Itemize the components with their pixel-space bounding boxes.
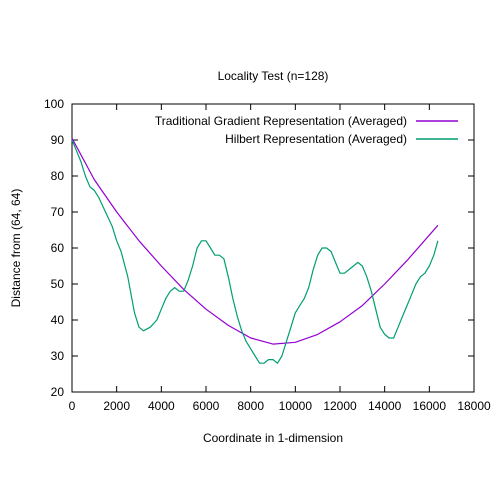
- y-tick-label: 20: [51, 385, 65, 399]
- x-tick-label: 16000: [413, 399, 447, 413]
- y-tick-label: 40: [51, 313, 65, 327]
- y-tick-label: 70: [51, 205, 65, 219]
- y-tick-label: 100: [44, 97, 64, 111]
- y-tick-label: 90: [51, 133, 65, 147]
- legend: Traditional Gradient Representation (Ave…: [155, 114, 458, 146]
- x-axis-label: Coordinate in 1-dimension: [203, 431, 343, 445]
- y-tick-label: 30: [51, 349, 65, 363]
- plot-frame: [71, 103, 475, 393]
- series-line-hilbert: [71, 139, 439, 364]
- x-tick-label: 2000: [103, 399, 130, 413]
- legend-label: Traditional Gradient Representation (Ave…: [155, 114, 407, 128]
- axis-ticks: 0 2000 4000 6000 8000 10000 12000 14000 16000 180…: [44, 97, 491, 413]
- x-tick-label: 18000: [457, 399, 491, 413]
- x-tick-label: 14000: [368, 399, 402, 413]
- series-line-traditional: [71, 137, 439, 345]
- x-tick-label: 8000: [237, 399, 264, 413]
- x-tick-label: 4000: [148, 399, 175, 413]
- y-axis-label: Distance from (64, 64): [9, 189, 23, 308]
- legend-label: Hilbert Representation (Averaged): [225, 132, 407, 146]
- y-tick-label: 60: [51, 241, 65, 255]
- series-lines: [71, 137, 439, 364]
- x-tick-label: 10000: [279, 399, 313, 413]
- x-tick-label: 12000: [323, 399, 357, 413]
- x-tick-label: 0: [69, 399, 76, 413]
- x-tick-label: 6000: [193, 399, 220, 413]
- chart-title: Locality Test (n=128): [218, 69, 329, 83]
- y-tick-label: 80: [51, 169, 65, 183]
- y-tick-label: 50: [51, 277, 65, 291]
